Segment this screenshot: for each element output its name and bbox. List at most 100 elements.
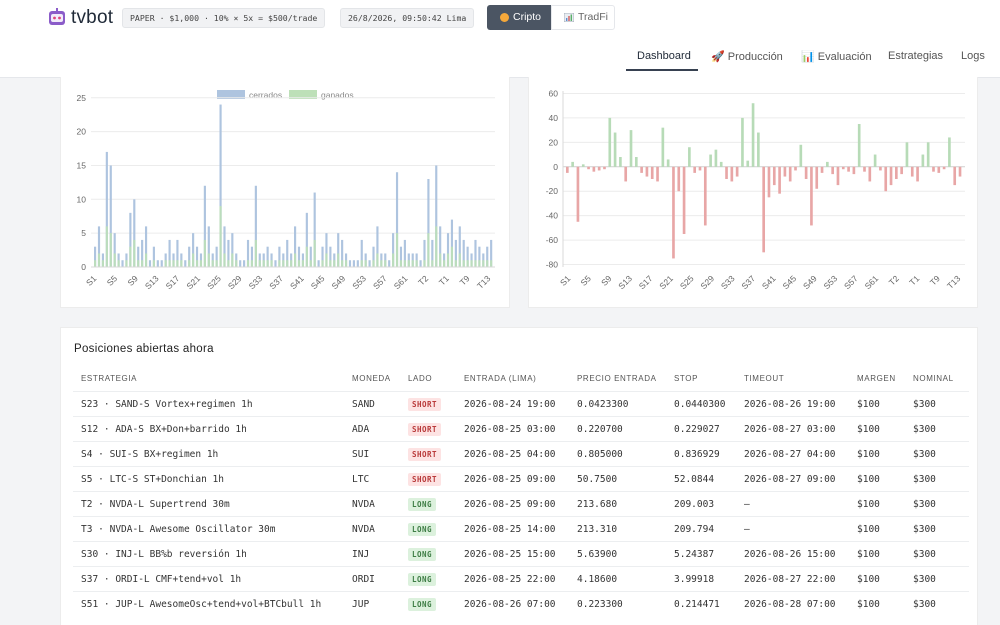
bar-ganados — [258, 260, 261, 267]
tab-tradfi[interactable]: TradFi — [551, 5, 615, 30]
table-row[interactable]: T3 · NVDA-L Awesome Oscillator 30m NVDA LO… — [73, 516, 969, 541]
bar-cerrados — [148, 260, 152, 267]
bar-ganados — [94, 260, 97, 267]
bar-negative — [841, 166, 845, 170]
nav-produccion[interactable]: 🚀 Producción — [711, 50, 783, 63]
x-tick-label: S53 — [350, 273, 368, 291]
side-badge: LONG — [408, 598, 437, 611]
bar-cerrados — [254, 185, 257, 267]
cell-coin: NVDA — [352, 524, 375, 535]
table-row[interactable]: T2 · NVDA-L Supertrend 30m NVDA LONG 2026-0… — [73, 491, 969, 516]
bar-ganados — [215, 260, 218, 267]
cell-strategy: S37 · ORDI-L CMF+tend+vol 1h — [81, 574, 242, 585]
chart-legend: cerrados ganados — [217, 90, 354, 100]
bar-cerrados — [305, 212, 308, 267]
bar-cerrados — [243, 260, 246, 267]
cell-stop: 3.99918 — [674, 574, 715, 585]
bar-positive — [619, 157, 622, 167]
cell-stop: 209.794 — [674, 524, 715, 535]
nav-estrategias[interactable]: Estrategias — [888, 50, 944, 62]
bar-cerrados — [348, 260, 352, 267]
cell-price: 0.0423300 — [577, 399, 629, 410]
tab-tradfi-label: TradFi — [578, 11, 608, 23]
bar-ganados — [462, 260, 465, 267]
cell-strategy: T2 · NVDA-L Supertrend 30m — [81, 499, 230, 510]
cell-stop: 0.0440300 — [674, 399, 726, 410]
table-row[interactable]: S37 · ORDI-L CMF+tend+vol 1h ORDI LONG 2026… — [73, 566, 969, 591]
datetime-pill: 26/8/2026, 09:50:42 Lima — [340, 8, 475, 28]
bar-positive — [613, 132, 617, 167]
bar-positive — [826, 161, 829, 167]
bar-ganados — [466, 260, 469, 267]
column-header: ESTRATEGIA — [81, 374, 138, 383]
nav-evaluacion[interactable]: 📊 Evaluación — [801, 50, 872, 63]
bar-negative — [783, 166, 787, 177]
x-tick-label: S21 — [184, 273, 202, 291]
bar-ganados — [427, 233, 430, 267]
bar-cerrados — [474, 239, 477, 267]
bar-cerrados — [109, 165, 112, 267]
table-row[interactable]: S51 · JUP-L AwesomeOsc+tend+vol+BTCbull … — [73, 591, 969, 616]
bar-ganados — [199, 260, 203, 267]
bar-ganados — [321, 260, 324, 267]
x-tick-label: S9 — [125, 273, 140, 288]
bar-negative — [778, 166, 781, 194]
bar-ganados — [490, 260, 493, 267]
bar-negative — [879, 166, 882, 171]
cell-nominal: $300 — [913, 499, 936, 510]
bar-ganados — [113, 253, 116, 267]
table-row[interactable]: S5 · LTC-S ST+Donchian 1h LTC SHORT 2026-08… — [73, 466, 969, 491]
table-row[interactable]: S30 · INJ-L BB%b reversión 1h INJ LONG 2026… — [73, 541, 969, 566]
cell-stop: 52.0844 — [674, 474, 715, 485]
bar-ganados — [294, 253, 297, 267]
cell-strategy: S12 · ADA-S BX+Don+barrido 1h — [81, 424, 247, 435]
x-tick-label: S49 — [329, 273, 347, 291]
bar-ganados — [446, 253, 450, 267]
coin-icon — [500, 13, 509, 22]
column-header: TIMEOUT — [744, 374, 785, 383]
bar-cerrados — [297, 246, 301, 267]
bar-cerrados — [219, 104, 222, 268]
x-tick-label: S45 — [780, 273, 798, 291]
bar-negative — [794, 166, 797, 171]
bar-negative — [810, 166, 813, 226]
cell-price: 213.310 — [577, 524, 618, 535]
bar-cerrados — [458, 226, 461, 267]
cell-coin: LTC — [352, 474, 370, 485]
cell-strategy: S4 · SUI-S BX+regimen 1h — [81, 449, 219, 460]
bar-positive — [666, 159, 670, 167]
nav-logs[interactable]: Logs — [961, 50, 985, 62]
bar-cerrados — [246, 239, 250, 267]
bar-ganados — [309, 260, 312, 267]
bar-negative — [682, 166, 686, 234]
bar-positive — [571, 161, 574, 167]
bar-negative — [767, 166, 771, 198]
bar-ganados — [478, 260, 481, 267]
table-row[interactable]: S12 · ADA-S BX+Don+barrido 1h ADA SHORT 202… — [73, 416, 969, 441]
bar-cerrados — [376, 226, 379, 267]
bar-ganados — [231, 253, 234, 267]
bar-ganados — [144, 253, 148, 267]
column-header: ENTRADA (LIMA) — [464, 374, 537, 383]
bar-negative — [831, 166, 834, 175]
bar-ganados — [219, 206, 222, 267]
bar-positive — [857, 124, 861, 167]
rocket-icon: 🚀 — [711, 51, 725, 63]
pnl-bar-chart: 60 40 20 0 -20 -40 -60 -80 S1 S5 S9 S13 S17 S21 S25 S29… — [546, 88, 965, 291]
bar-ganados — [133, 239, 136, 267]
x-tick-label: S57 — [371, 273, 389, 291]
nav-produccion-label: Producción — [727, 51, 783, 63]
bar-ganados — [415, 260, 418, 267]
table-row[interactable]: S23 · SAND-S Vortex+regimen 1h SAND SHORT 2… — [73, 391, 969, 416]
bar-positive — [948, 137, 951, 167]
bar-negative — [762, 166, 765, 253]
robot-logo-icon — [49, 8, 65, 25]
cell-nominal: $300 — [913, 399, 936, 410]
column-header: PRECIO ENTRADA — [577, 374, 657, 383]
tab-cripto[interactable]: Cripto — [487, 5, 551, 30]
y-tick-label: 10 — [77, 194, 87, 204]
nav-dashboard[interactable]: Dashboard — [637, 50, 691, 62]
x-tick-label: S25 — [205, 273, 223, 291]
side-badge: SHORT — [408, 398, 442, 411]
table-row[interactable]: S4 · SUI-S BX+regimen 1h SUI SHORT 2026-08-… — [73, 441, 969, 466]
